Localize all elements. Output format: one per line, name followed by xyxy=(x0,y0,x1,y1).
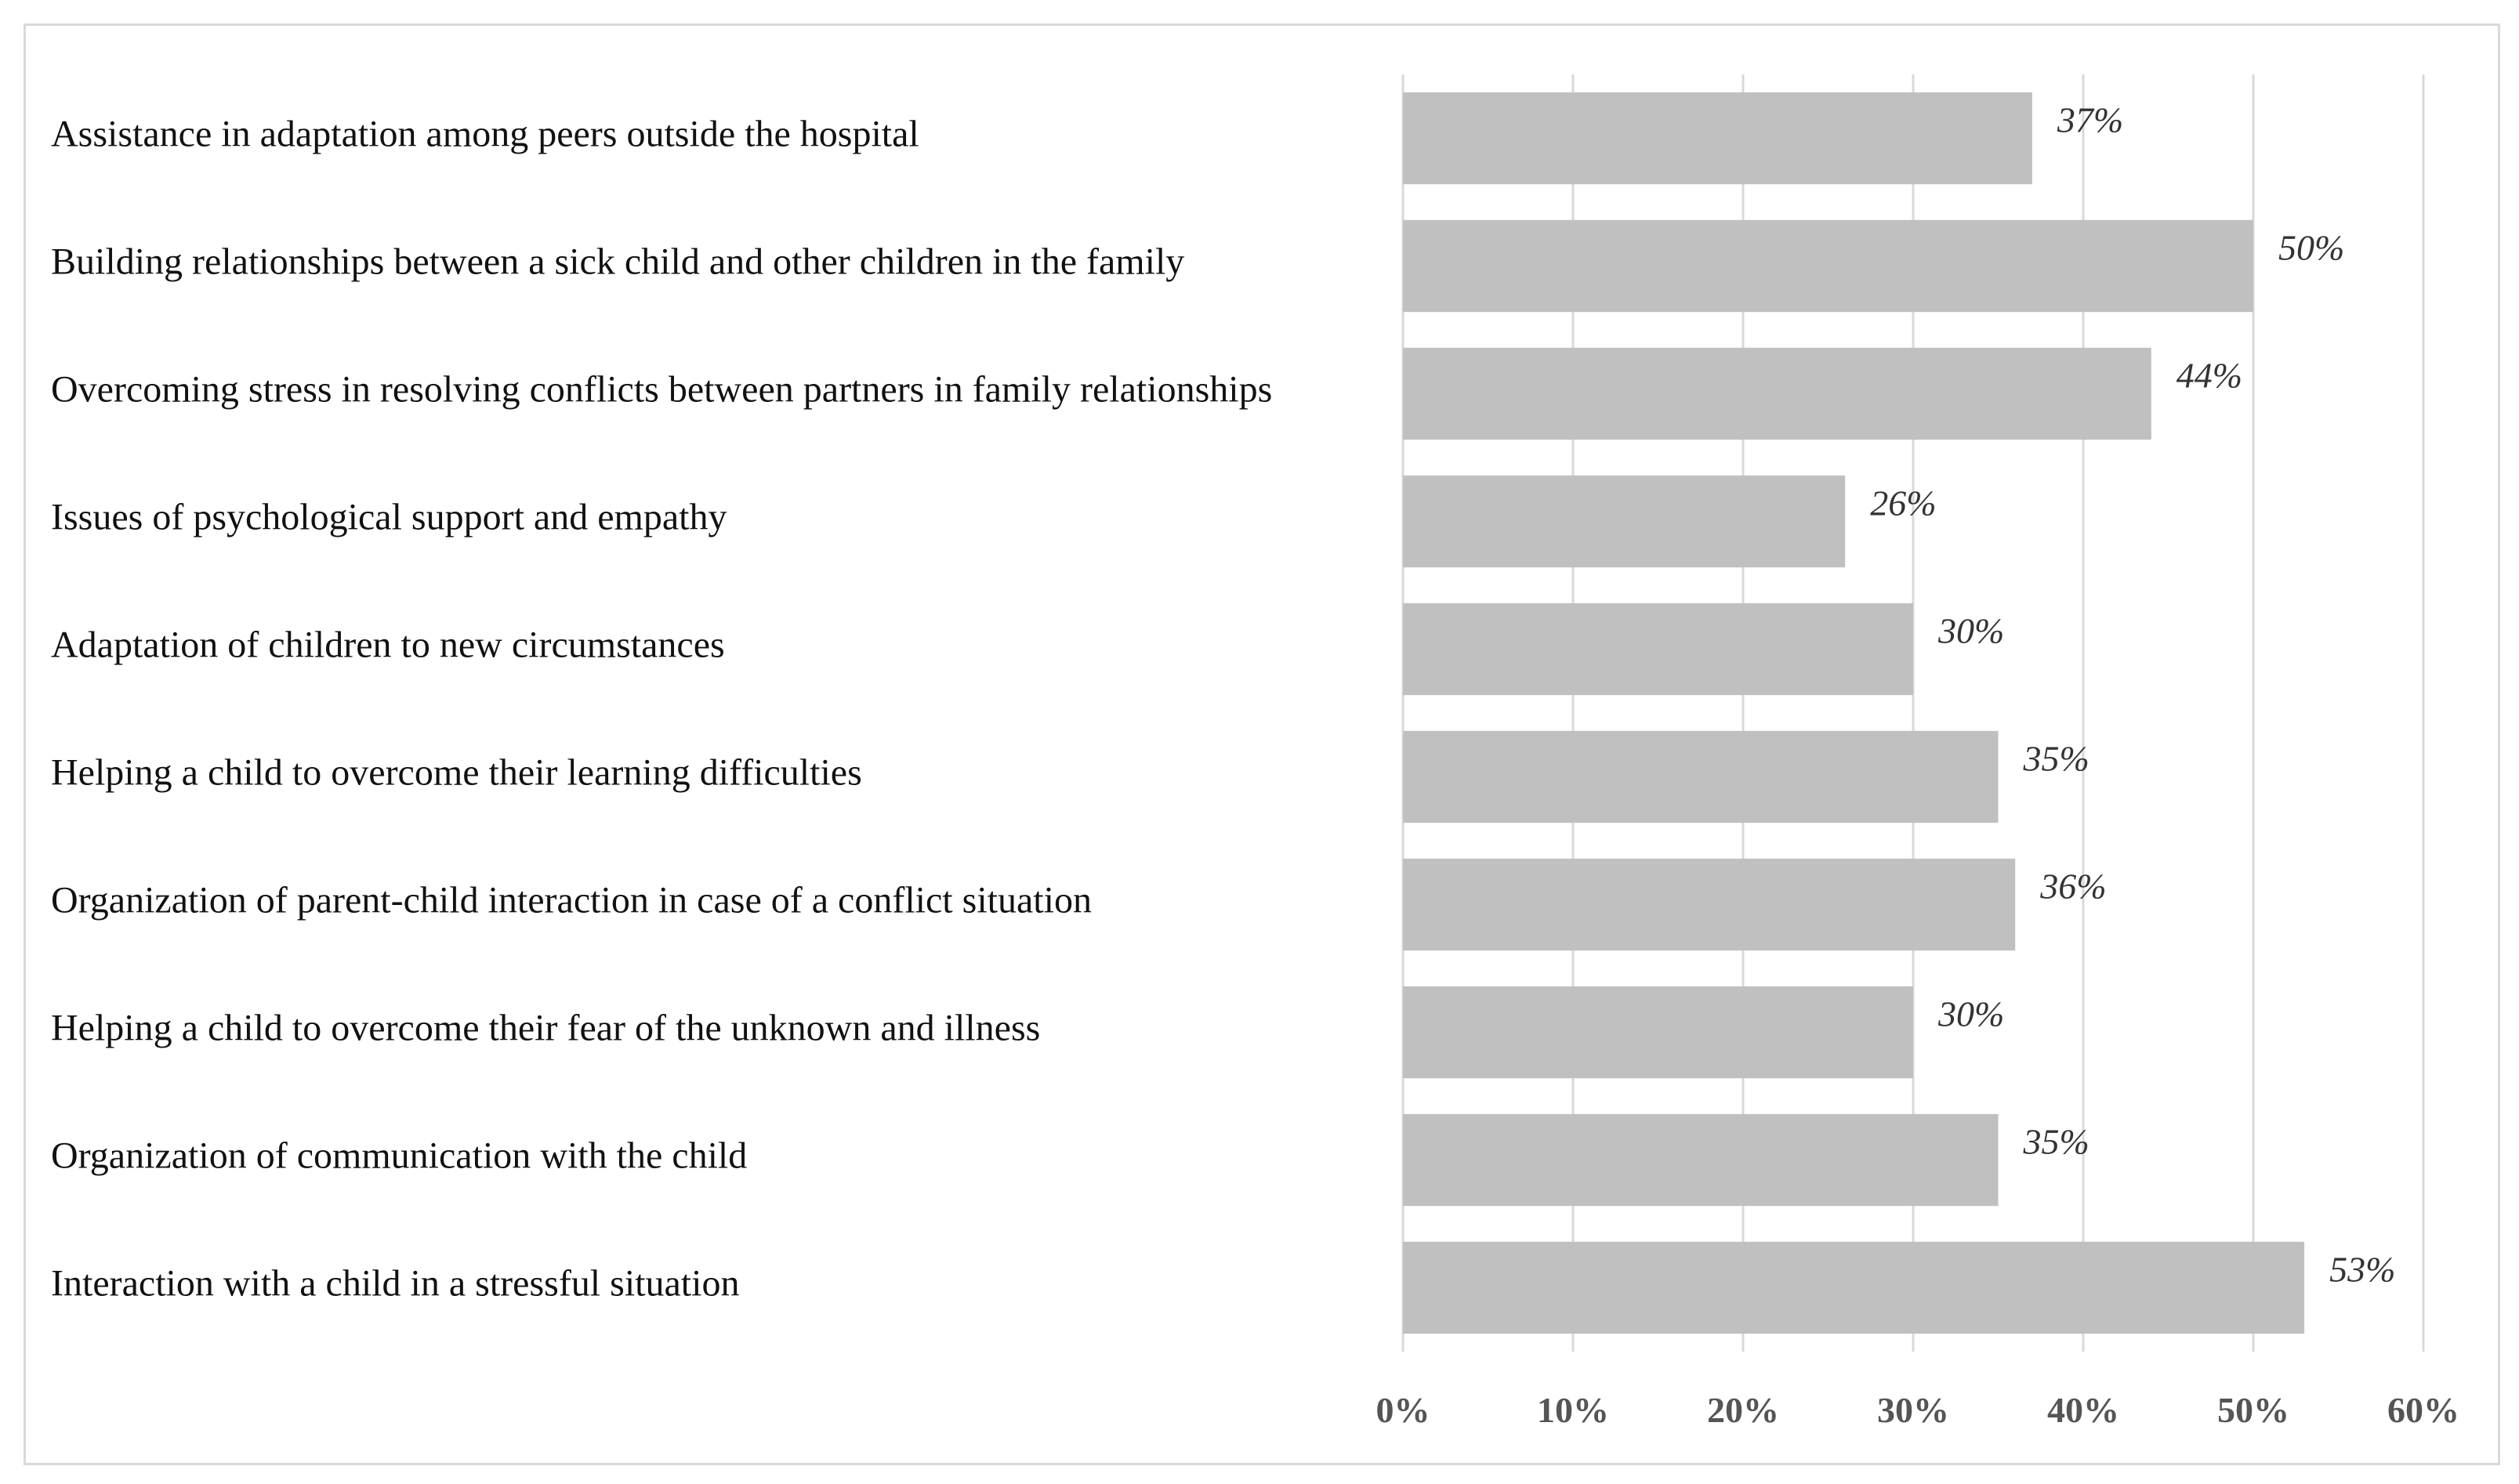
category-label: Helping a child to overcome their fear o… xyxy=(51,1008,1040,1049)
x-tick-label: 50% xyxy=(2217,1390,2289,1430)
value-label: 30% xyxy=(1937,994,2004,1034)
value-label: 30% xyxy=(1937,611,2004,651)
bar-10 xyxy=(1403,1241,2305,1334)
category-label: Issues of psychological support and empa… xyxy=(51,497,727,538)
value-label: 36% xyxy=(2039,867,2106,907)
value-labels: 37% 50% 44% 26% 30% 35% 36% 30% 35% 53% xyxy=(1870,100,2395,1290)
x-tick-label: 60% xyxy=(2387,1390,2459,1430)
category-label: Organization of parent-child interaction… xyxy=(51,880,1092,921)
bar-5 xyxy=(1403,603,1913,696)
category-label: Interaction with a child in a stressful … xyxy=(51,1263,739,1305)
category-label: Helping a child to overcome their learni… xyxy=(51,752,862,794)
bar-2 xyxy=(1403,219,2253,313)
bar-8 xyxy=(1403,986,1913,1079)
x-tick-label: 40% xyxy=(2047,1390,2119,1430)
bar-3 xyxy=(1403,347,2151,440)
x-tick-label: 30% xyxy=(1877,1390,1949,1430)
category-label: Overcoming stress in resolving conflicts… xyxy=(51,369,1272,411)
value-label: 37% xyxy=(2057,100,2123,140)
value-label: 50% xyxy=(2278,228,2344,268)
bar-1 xyxy=(1403,92,2032,185)
x-tick-label: 0% xyxy=(1376,1390,1430,1430)
category-label: Organization of communication with the c… xyxy=(51,1135,747,1177)
value-label: 44% xyxy=(2176,356,2242,396)
x-tick-label: 10% xyxy=(1537,1390,1609,1430)
value-label: 35% xyxy=(2023,1122,2090,1162)
value-label: 53% xyxy=(2329,1250,2395,1290)
bar-6 xyxy=(1403,730,1999,823)
category-label: Assistance in adaptation among peers out… xyxy=(51,114,919,155)
bar-7 xyxy=(1403,858,2016,951)
bar-9 xyxy=(1403,1113,1999,1207)
category-label: Building relationships between a sick ch… xyxy=(51,241,1184,283)
x-tick-label: 20% xyxy=(1707,1390,1779,1430)
value-label: 35% xyxy=(2023,739,2090,779)
x-axis-ticks: 0% 10% 20% 30% 40% 50% 60% xyxy=(1376,1390,2460,1430)
value-label: 26% xyxy=(1870,483,1936,523)
category-labels: Assistance in adaptation among peers out… xyxy=(51,114,1272,1305)
bars xyxy=(1403,92,2305,1334)
category-label: Adaptation of children to new circumstan… xyxy=(51,624,725,666)
bar-4 xyxy=(1403,475,1846,568)
